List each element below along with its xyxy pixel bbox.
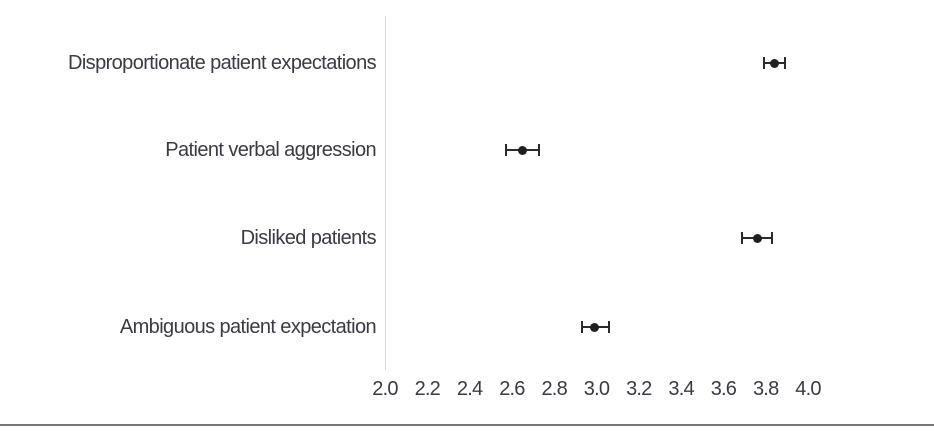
x-tick-label: 2.0 [372,378,398,400]
error-bar-left-cap [762,57,765,69]
x-tick-label: 2.6 [499,378,525,400]
category-label: Patient verbal aggression [165,139,376,161]
x-tick-label: 3.0 [583,378,610,400]
mean-dot [752,233,762,243]
x-tick-label: 3.6 [710,378,737,400]
category-label: Ambiguous patient expectation [119,316,377,338]
error-bar-left-cap [580,321,583,333]
error-bar-left-cap [741,232,744,244]
mean-dot [517,145,527,155]
x-tick-label: 3.8 [752,378,779,400]
x-tick-label: 3.4 [668,378,694,400]
bottom-border-line [0,424,934,426]
x-tick-label: 2.4 [456,378,483,400]
error-bar-right-cap [608,321,611,333]
error-bar-left-cap [504,144,507,156]
category-label: Disliked patients [240,227,377,249]
x-tick-label: 4.0 [795,378,821,400]
mean-dot [589,322,599,332]
y-axis-line [385,16,386,370]
x-tick-label: 2.2 [414,378,441,400]
x-tick-label: 3.2 [626,378,652,400]
error-bar-right-cap [783,57,786,69]
error-bar-right-cap [771,232,774,244]
category-label: Disproportionate patient expectations [67,52,377,74]
mean-dot [769,58,779,68]
error-bar-right-cap [538,144,541,156]
x-tick-label: 2.8 [541,378,567,400]
